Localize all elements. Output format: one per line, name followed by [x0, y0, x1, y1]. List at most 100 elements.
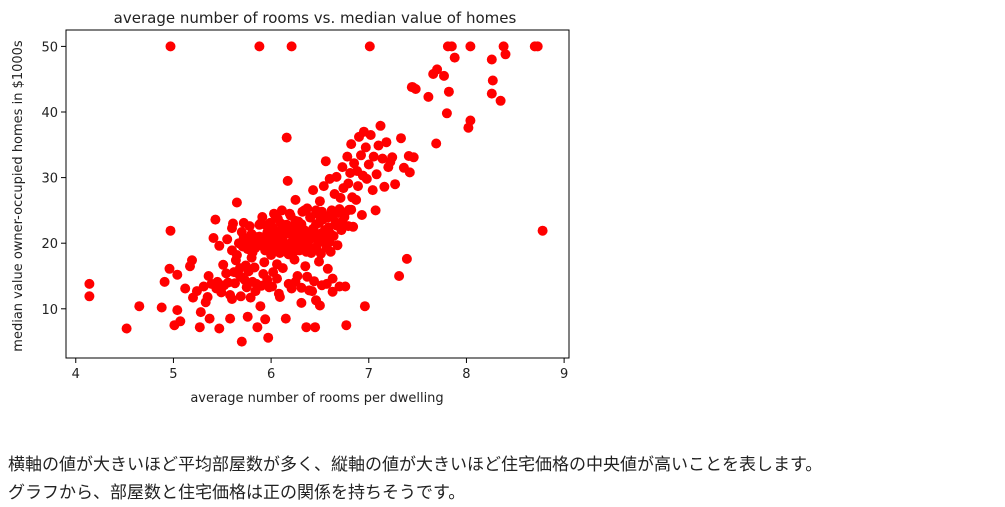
data-point	[231, 250, 242, 260]
y-tick-label: 20	[41, 237, 58, 252]
data-point	[423, 91, 434, 102]
data-point	[367, 185, 378, 196]
data-point	[249, 262, 260, 273]
data-point	[286, 237, 297, 248]
data-point	[361, 173, 372, 184]
x-tick-label: 4	[72, 367, 80, 382]
data-point	[159, 276, 170, 287]
caption-line-1: 横軸の値が大きいほど平均部屋数が多く、縦軸の値が大きいほど住宅価格の中央値が高い…	[8, 455, 823, 475]
data-point	[84, 278, 95, 289]
data-point	[322, 263, 333, 274]
data-point	[272, 273, 282, 284]
data-point	[381, 137, 392, 148]
data-point	[195, 307, 206, 318]
data-point	[368, 151, 379, 162]
data-point	[267, 281, 278, 292]
data-point	[377, 153, 388, 164]
data-point	[360, 142, 371, 153]
data-point	[337, 162, 348, 173]
x-tick-label: 7	[365, 367, 373, 382]
data-point	[222, 234, 233, 245]
data-point	[227, 294, 237, 304]
data-point	[165, 41, 176, 52]
data-point	[230, 278, 240, 289]
data-point	[300, 261, 311, 272]
data-point	[242, 244, 253, 255]
data-point	[340, 281, 351, 292]
data-point	[274, 292, 285, 302]
data-point	[289, 254, 300, 265]
data-point	[465, 41, 476, 52]
data-point	[214, 240, 225, 251]
data-point	[296, 282, 307, 293]
data-point	[406, 82, 417, 93]
data-point	[349, 158, 360, 169]
data-point	[191, 286, 202, 297]
x-axis: 4 5 6 7 8 9	[72, 358, 568, 382]
data-point	[486, 88, 497, 99]
data-point	[172, 269, 183, 280]
data-point	[172, 305, 183, 316]
data-point	[238, 232, 249, 243]
data-point	[221, 268, 232, 279]
data-point	[301, 322, 312, 333]
data-point	[364, 41, 375, 52]
data-point	[259, 257, 270, 268]
data-point	[281, 219, 292, 230]
data-point	[263, 332, 274, 343]
data-point	[194, 322, 205, 333]
data-point	[387, 152, 398, 163]
data-point	[356, 150, 366, 161]
data-point	[408, 152, 419, 163]
data-point	[327, 286, 338, 297]
data-point	[486, 54, 497, 65]
data-point	[332, 240, 343, 251]
scatter-chart: average number of rooms vs. median value…	[11, 9, 570, 406]
data-point	[314, 256, 324, 267]
data-point	[390, 179, 401, 190]
data-point	[210, 214, 221, 225]
data-point	[428, 69, 439, 79]
data-point	[234, 263, 245, 274]
data-point	[307, 286, 318, 297]
y-tick-label: 50	[41, 40, 58, 55]
data-point	[401, 253, 412, 264]
data-point	[314, 196, 325, 207]
data-point	[284, 208, 295, 219]
data-point	[305, 212, 316, 222]
data-point	[324, 236, 335, 247]
data-point	[431, 138, 442, 149]
data-point	[343, 178, 354, 189]
data-point	[365, 130, 376, 140]
data-point	[302, 271, 313, 282]
caption-line-2: グラフから、部屋数と住宅価格は正の関係を持ちそうです。	[8, 483, 466, 503]
data-point	[404, 167, 415, 178]
data-point	[356, 210, 367, 220]
data-point	[134, 301, 145, 312]
data-point	[342, 151, 353, 162]
data-point	[296, 219, 307, 230]
data-point	[260, 314, 271, 325]
data-point	[246, 229, 257, 239]
data-point	[289, 246, 300, 257]
data-point	[443, 86, 454, 97]
data-point	[245, 292, 256, 303]
data-point	[250, 242, 261, 253]
data-point	[310, 322, 321, 333]
data-point	[498, 41, 509, 52]
data-point	[203, 271, 214, 281]
x-tick-label: 8	[462, 367, 470, 382]
data-point	[346, 204, 357, 215]
data-point	[280, 313, 291, 324]
data-point	[449, 52, 460, 63]
data-point	[187, 255, 197, 266]
data-point	[180, 283, 191, 294]
data-point	[164, 263, 175, 274]
data-point	[396, 133, 406, 144]
data-point	[283, 227, 294, 238]
data-point	[371, 169, 382, 180]
data-point	[537, 225, 548, 236]
data-point	[282, 175, 293, 186]
y-axis: 10 20 30 40 50	[41, 40, 66, 318]
data-point	[335, 192, 346, 203]
